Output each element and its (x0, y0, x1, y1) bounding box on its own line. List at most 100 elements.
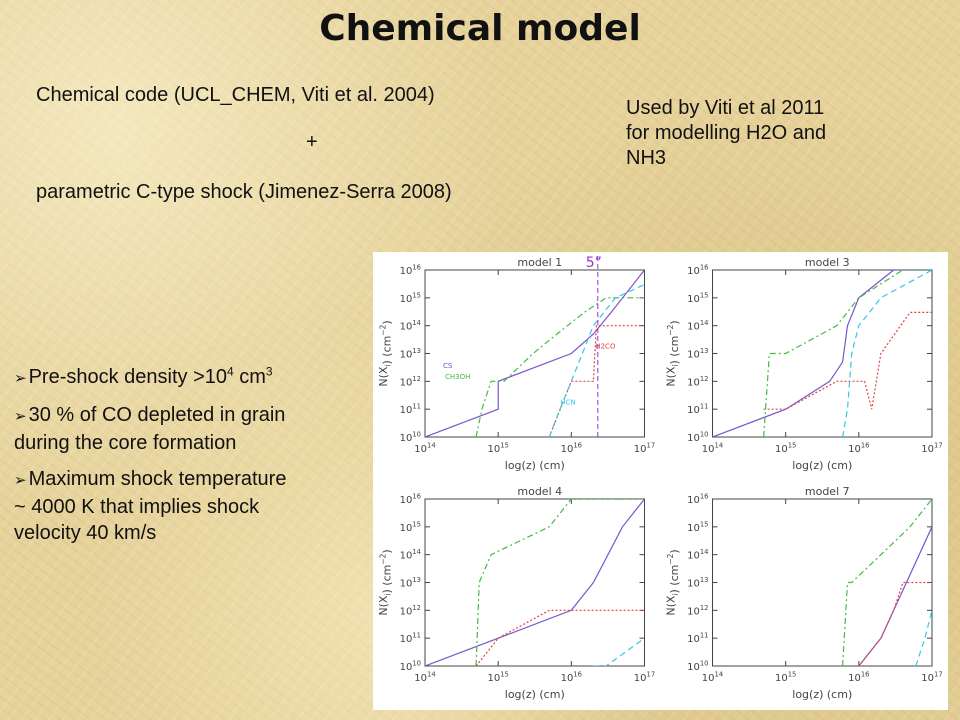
y-tick-label: 1014 (400, 548, 421, 562)
x-tick-label: 1016 (848, 442, 869, 456)
x-tick-label: 1014 (414, 671, 435, 685)
bullet-item: ➢ Pre-shock density >104 cm3 (14, 364, 380, 392)
bullet-text: during the core formation (14, 432, 237, 454)
panel-frame (424, 498, 645, 667)
x-tick-label: 1016 (848, 671, 869, 685)
y-tick-label: 1012 (400, 375, 421, 389)
y-tick-label: 1016 (400, 493, 421, 507)
bullet-superscript: 4 (227, 364, 234, 379)
bullet-text: cm (233, 366, 266, 388)
usage-note-line: for modelling H2O and (626, 122, 827, 144)
x-tick-label: 1015 (775, 671, 796, 685)
arrow-bullet-icon: ➢ (14, 370, 27, 387)
bullet-text: Pre-shock density >10 (28, 366, 228, 388)
y-axis-label: N(Xi) (cm−2) (665, 320, 681, 386)
y-tick-label: 1015 (400, 291, 421, 305)
y-tick-label: 1012 (400, 604, 421, 618)
panel-title: model 4 (517, 485, 562, 498)
x-tick-label: 1017 (634, 671, 655, 685)
x-tick-label: 1015 (775, 442, 796, 456)
curve-label: HCN (560, 398, 575, 406)
usage-note-line: NH3 (626, 147, 667, 169)
bullet-item: ➢ 30 % of CO depleted in grain during the… (14, 402, 380, 456)
x-tick-label: 1017 (921, 671, 942, 685)
y-tick-label: 1010 (400, 660, 421, 674)
y-tick-label: 1013 (400, 347, 421, 361)
y-axis-label: N(Xi) (cm−2) (377, 320, 393, 386)
series-line (425, 499, 645, 666)
x-tick-label: 1016 (561, 442, 582, 456)
y-tick-label: 1010 (400, 431, 421, 445)
panel-title: model 7 (805, 485, 850, 498)
y-axis-label: N(Xi) (cm−2) (377, 549, 393, 615)
bullet-text: 30 % of CO depleted in grain (28, 404, 286, 426)
x-tick-label: 1014 (414, 442, 435, 456)
y-tick-label: 1011 (687, 403, 708, 417)
y-tick-label: 1015 (687, 520, 708, 534)
x-axis-label: log(z) (cm) (505, 459, 565, 472)
panel-frame (424, 269, 645, 438)
x-tick-label: 1017 (634, 442, 655, 456)
usage-note-line: Used by Viti et al 2011 (626, 97, 825, 119)
x-tick-label: 1017 (921, 442, 942, 456)
x-tick-label: 1015 (487, 671, 508, 685)
series-line (842, 270, 932, 437)
series-line (548, 284, 645, 437)
arrow-bullet-icon: ➢ (14, 408, 27, 425)
y-tick-label: 1013 (687, 576, 708, 590)
y-tick-label: 1016 (687, 493, 708, 507)
series-line (763, 270, 932, 437)
bullet-list: ➢ Pre-shock density >104 cm3 ➢ 30 % of CO … (14, 364, 380, 556)
y-tick-label: 1014 (687, 319, 708, 333)
x-axis-label: log(z) (cm) (792, 688, 852, 701)
curve-label: CS (443, 362, 453, 370)
bullet-text: Maximum shock temperature (28, 468, 287, 490)
panel-frame (712, 498, 933, 667)
slide-title: Chemical model (319, 8, 641, 49)
y-tick-label: 1014 (687, 548, 708, 562)
series-line (593, 637, 645, 666)
series-line (475, 609, 645, 666)
curve-label: CH3OH (445, 373, 470, 381)
y-tick-label: 1012 (687, 375, 708, 389)
y-tick-label: 1011 (400, 403, 421, 417)
y-tick-label: 1012 (687, 604, 708, 618)
series-line (548, 325, 645, 437)
series-line (475, 499, 645, 666)
y-tick-label: 1014 (400, 319, 421, 333)
panel-title: model 1 (517, 256, 562, 269)
x-axis-label: log(z) (cm) (505, 688, 565, 701)
y-tick-label: 1013 (687, 347, 708, 361)
y-tick-label: 1010 (687, 660, 708, 674)
arrow-bullet-icon: ➢ (14, 472, 27, 489)
series-line (712, 270, 932, 437)
y-tick-label: 1011 (687, 632, 708, 646)
x-tick-label: 1016 (561, 671, 582, 685)
x-axis-label: log(z) (cm) (792, 459, 852, 472)
chemical-code-line: Chemical code (UCL_CHEM, Viti et al. 200… (36, 84, 435, 106)
y-tick-label: 1011 (400, 632, 421, 646)
y-tick-label: 1010 (687, 431, 708, 445)
bullet-text: velocity 40 km/s (14, 522, 157, 544)
series-line (858, 581, 932, 666)
series-line (425, 270, 645, 437)
series-line (858, 526, 932, 666)
panel-frame (712, 269, 933, 438)
bullet-superscript: 3 (265, 364, 273, 379)
marker-label: 5” (586, 255, 602, 271)
y-tick-label: 1015 (687, 291, 708, 305)
x-tick-label: 1014 (702, 442, 723, 456)
bullet-text: ~ 4000 K that implies shock (14, 496, 260, 518)
y-axis-label: N(Xi) (cm−2) (665, 549, 681, 615)
series-line (842, 499, 932, 666)
plus-sign: + (306, 131, 318, 153)
shock-model-line: parametric C-type shock (Jimenez-Serra 2… (36, 181, 452, 203)
y-tick-label: 1015 (400, 520, 421, 534)
curve-label: H2CO (595, 343, 616, 351)
y-tick-label: 1013 (400, 576, 421, 590)
x-tick-label: 1014 (702, 671, 723, 685)
y-tick-label: 1016 (687, 264, 708, 278)
panel-title: model 3 (805, 256, 850, 269)
series-line (475, 297, 645, 437)
